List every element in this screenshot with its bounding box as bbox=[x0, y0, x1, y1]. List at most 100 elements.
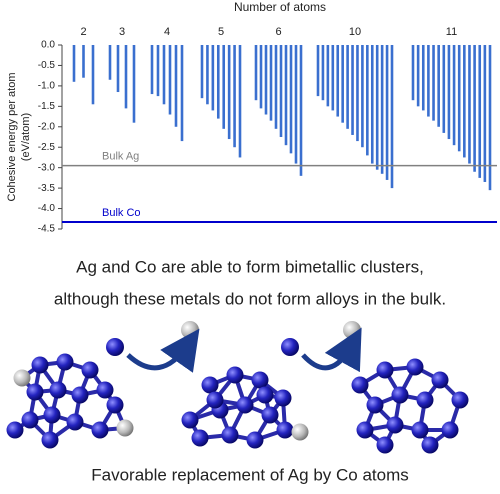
atom bbox=[376, 361, 394, 379]
bar bbox=[390, 45, 394, 189]
bar bbox=[284, 45, 288, 146]
bar bbox=[124, 45, 128, 109]
atom bbox=[6, 421, 24, 439]
bar bbox=[238, 45, 242, 158]
group-label: 3 bbox=[119, 26, 125, 38]
group-label: 4 bbox=[164, 26, 170, 38]
atom bbox=[206, 391, 224, 409]
y-axis-label: Cohesive energy per atom bbox=[6, 72, 18, 201]
atom bbox=[236, 396, 254, 414]
bar bbox=[473, 45, 476, 172]
atom bbox=[226, 366, 244, 384]
bar bbox=[156, 45, 160, 97]
atom bbox=[366, 396, 384, 414]
bar bbox=[206, 45, 209, 105]
reference-label: Bulk Co bbox=[102, 207, 141, 219]
atom bbox=[431, 371, 449, 389]
bar bbox=[326, 45, 330, 107]
atom bbox=[81, 361, 99, 379]
caption: although these metals do not form alloys… bbox=[54, 289, 446, 308]
bar bbox=[331, 45, 335, 111]
atom bbox=[391, 386, 409, 404]
atom bbox=[31, 356, 49, 374]
atom bbox=[43, 406, 61, 424]
bar bbox=[432, 45, 435, 121]
bar bbox=[385, 45, 389, 180]
atom bbox=[291, 423, 309, 441]
group-label: 10 bbox=[349, 26, 361, 38]
bar bbox=[447, 45, 451, 140]
bar bbox=[227, 45, 231, 140]
atom bbox=[49, 381, 67, 399]
bar bbox=[259, 45, 263, 109]
atom bbox=[91, 421, 109, 439]
atom bbox=[386, 416, 404, 434]
bar bbox=[316, 45, 320, 97]
bar bbox=[116, 45, 120, 93]
y-tick-label: -0.5 bbox=[38, 60, 56, 71]
atom bbox=[106, 338, 124, 356]
atom bbox=[21, 411, 39, 429]
reference-label: Bulk Ag bbox=[102, 151, 139, 163]
bar bbox=[222, 45, 226, 129]
bar bbox=[478, 45, 482, 178]
bar bbox=[180, 45, 184, 142]
y-axis-label: (eV/atom) bbox=[20, 113, 32, 161]
bar bbox=[421, 45, 425, 111]
atom bbox=[421, 436, 439, 454]
bar bbox=[442, 45, 446, 133]
y-tick-label: -3.5 bbox=[38, 183, 56, 194]
atom bbox=[276, 421, 294, 439]
atom bbox=[181, 321, 199, 339]
atom bbox=[441, 421, 459, 439]
atom bbox=[406, 358, 424, 376]
bar bbox=[289, 45, 293, 154]
caption: Ag and Co are able to form bimetallic cl… bbox=[76, 257, 424, 276]
atom bbox=[274, 389, 292, 407]
bar bbox=[380, 45, 384, 174]
bar bbox=[366, 45, 369, 156]
group-label: 5 bbox=[218, 26, 224, 38]
x-axis-label: Number of atoms bbox=[234, 0, 326, 14]
bar bbox=[437, 45, 440, 127]
bar bbox=[91, 45, 95, 105]
y-tick-label: 0.0 bbox=[41, 40, 55, 51]
bar bbox=[254, 45, 258, 101]
arrow bbox=[301, 327, 362, 373]
bar bbox=[351, 45, 354, 135]
bar bbox=[457, 45, 461, 152]
atom bbox=[181, 411, 199, 429]
bar bbox=[294, 45, 298, 164]
bar bbox=[211, 45, 215, 111]
bar bbox=[452, 45, 456, 146]
bar bbox=[346, 45, 349, 129]
atom bbox=[251, 371, 269, 389]
atom bbox=[13, 369, 31, 387]
group-label: 6 bbox=[275, 26, 281, 38]
bar bbox=[264, 45, 268, 115]
bar bbox=[483, 45, 487, 182]
atom bbox=[56, 353, 74, 371]
bar bbox=[336, 45, 340, 117]
bar bbox=[463, 45, 466, 158]
bar bbox=[468, 45, 471, 164]
bar bbox=[375, 45, 379, 170]
bar bbox=[216, 45, 220, 119]
bar bbox=[132, 45, 136, 123]
bar bbox=[233, 45, 236, 148]
bar bbox=[341, 45, 344, 123]
atom bbox=[351, 376, 369, 394]
atom bbox=[281, 338, 299, 356]
y-tick-label: -1.0 bbox=[38, 81, 56, 92]
bar bbox=[168, 45, 172, 115]
atom bbox=[261, 406, 279, 424]
caption: Favorable replacement of Ag by Co atoms bbox=[91, 465, 409, 484]
group-label: 11 bbox=[446, 26, 457, 38]
bar bbox=[416, 45, 420, 107]
y-tick-label: -2.5 bbox=[38, 142, 56, 153]
bar bbox=[356, 45, 359, 142]
atom bbox=[221, 426, 239, 444]
y-tick-label: -1.5 bbox=[38, 101, 56, 112]
atom bbox=[411, 421, 429, 439]
